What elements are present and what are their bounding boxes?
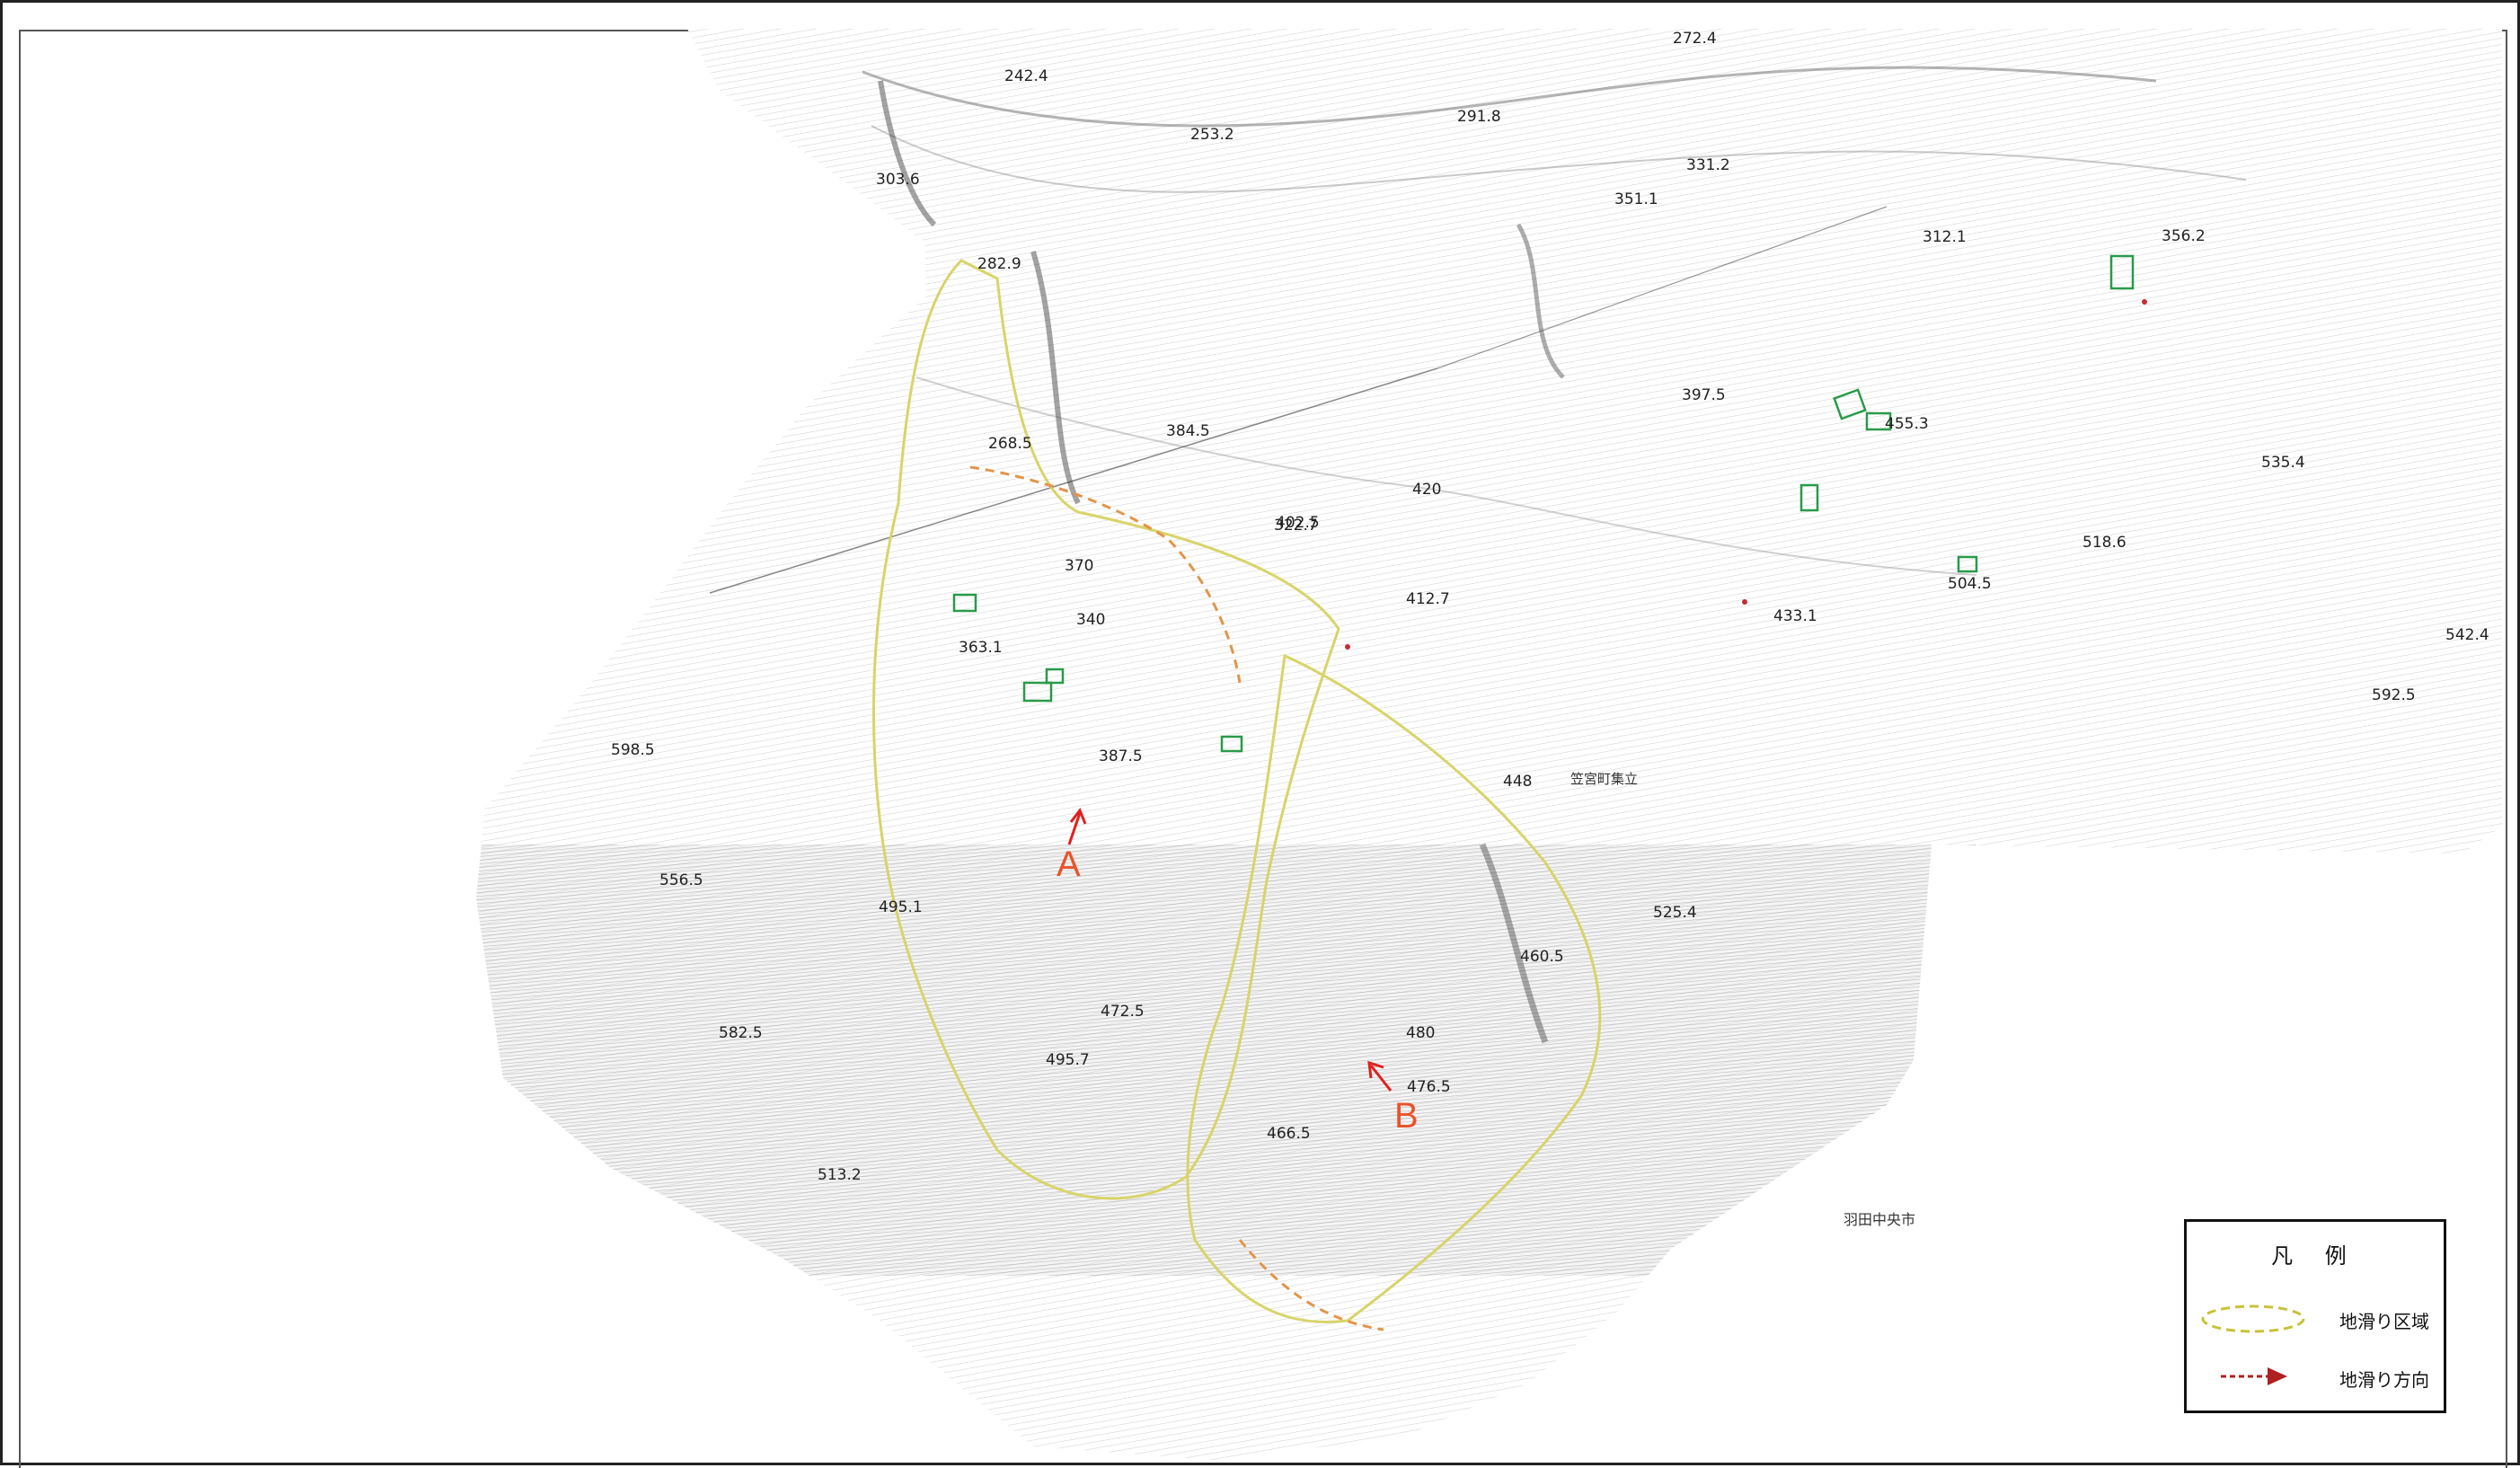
elevation-label: 242.4 <box>1004 67 1048 85</box>
legend: 凡 例 地滑り区域 地滑り方向 <box>2184 1219 2446 1413</box>
elevation-label: 518.6 <box>2082 534 2127 552</box>
elevation-label: 397.5 <box>1682 386 1726 404</box>
road-line <box>709 367 1438 594</box>
legend-label-landslide-area: 地滑り区域 <box>2339 1311 2429 1332</box>
elevation-label: 340 <box>1076 611 1106 629</box>
elevation-label: 322.7 <box>1274 517 1318 535</box>
elevation-label: 466.5 <box>1267 1125 1311 1143</box>
landslide-boundary-b <box>1186 653 1602 1323</box>
elevation-label: 592.5 <box>2372 686 2416 704</box>
elevation-label: 303.6 <box>876 171 920 189</box>
elevation-label: 268.5 <box>988 435 1032 453</box>
legend-label-landslide-direction: 地滑り方向 <box>2339 1369 2429 1391</box>
elevation-label: 402.5 <box>1276 514 1320 532</box>
elevation-label: 291.8 <box>1457 108 1501 126</box>
elevation-label: 582.5 <box>719 1024 763 1042</box>
elevation-label: 495.1 <box>879 898 923 916</box>
elevation-label: 513.2 <box>818 1166 862 1184</box>
landslide-direction-arrow-a <box>1067 807 1087 845</box>
landslide-direction-arrow-icon <box>2221 1367 2287 1385</box>
elevation-label: 480 <box>1406 1024 1436 1042</box>
elevation-label: 598.5 <box>611 741 655 759</box>
elevation-label: 351.1 <box>1614 190 1658 208</box>
elevation-label: 495.7 <box>1046 1051 1090 1069</box>
structures <box>952 254 2135 753</box>
landslide-boundary-a <box>872 259 1340 1200</box>
red-survey-marks <box>1345 299 2147 650</box>
elevation-label: 387.5 <box>1099 747 1143 765</box>
dense-contour-band <box>476 845 1976 1276</box>
elevation-label: 556.5 <box>659 871 703 889</box>
elevation-label: 272.4 <box>1673 30 1717 48</box>
landslide-direction-arrow-b <box>1367 1060 1393 1092</box>
elevation-label: 504.5 <box>1948 575 1992 593</box>
elevation-label: 472.5 <box>1101 1003 1145 1021</box>
landslide-marker-b: B <box>1394 1096 1419 1136</box>
landslide-boundary-b-inner <box>1238 1239 1384 1331</box>
elevation-label: 384.5 <box>1166 422 1210 440</box>
elevation-label: 363.1 <box>959 639 1003 657</box>
elevation-label: 253.2 <box>1190 126 1234 144</box>
landslide-boundaries <box>872 259 1602 1331</box>
legend-symbols <box>2201 1304 2305 1385</box>
landslide-area-ellipse-icon <box>2201 1304 2305 1333</box>
elevation-label: 460.5 <box>1520 948 1564 966</box>
building-label: 笠宮町集立 <box>1570 771 1639 787</box>
elevation-label: 525.4 <box>1653 904 1697 922</box>
landslide-marker-a: A <box>1057 845 1081 884</box>
elevation-label: 412.7 <box>1406 590 1450 608</box>
elevation-label: 282.9 <box>977 255 1021 273</box>
elevation-label: 455.3 <box>1885 415 1929 433</box>
elevation-label: 370 <box>1065 557 1094 575</box>
elevation-label: 356.2 <box>2162 227 2206 245</box>
legend-title: 凡 例 <box>2271 1243 2359 1269</box>
elevation-label: 448 <box>1503 773 1533 791</box>
elevation-label: 542.4 <box>2445 626 2489 644</box>
elevation-label: 331.2 <box>1686 156 1730 174</box>
elevation-label: 476.5 <box>1407 1078 1451 1096</box>
landslide-arrows <box>1067 807 1393 1092</box>
elevation-label: 433.1 <box>1773 607 1817 625</box>
elevation-label: 535.4 <box>2261 454 2305 472</box>
city-name-label: 羽田中央市 <box>1844 1211 1916 1228</box>
elevation-label: 420 <box>1412 481 1442 499</box>
elevation-label: 312.1 <box>1923 228 1967 246</box>
